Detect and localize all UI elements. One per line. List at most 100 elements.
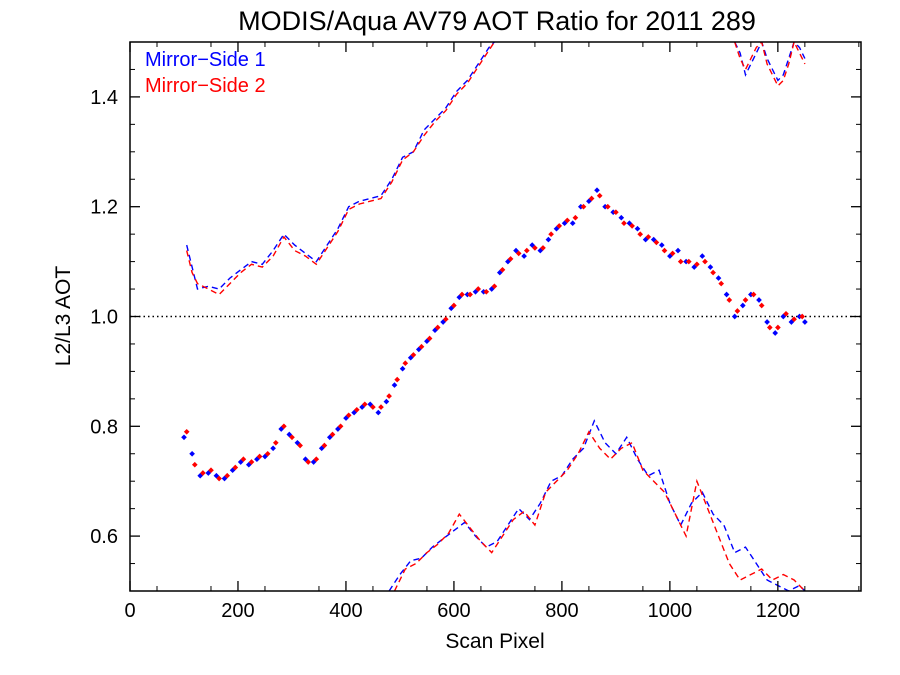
- data-point-series-2: [402, 360, 409, 367]
- data-point-series-2: [572, 214, 579, 221]
- data-point-series-1: [731, 313, 738, 320]
- data-point-series-2: [216, 475, 222, 482]
- data-point-series-2: [685, 258, 692, 265]
- data-point-series-1: [594, 187, 600, 194]
- data-point-series-1: [391, 382, 398, 388]
- data-point-series-2: [329, 431, 336, 438]
- data-point-series-2: [564, 217, 571, 224]
- data-point-series-2: [588, 195, 595, 202]
- x-tick-label: 600: [437, 600, 470, 622]
- envelope-line-6: [388, 419, 806, 591]
- data-point-series-2: [289, 434, 295, 441]
- data-point-series-2: [758, 302, 765, 309]
- x-tick-label: 0: [124, 600, 135, 622]
- data-point-series-2: [783, 310, 789, 317]
- envelope-line-3: [186, 42, 495, 296]
- data-point-series-2: [791, 316, 797, 323]
- data-point-series-2: [183, 428, 190, 435]
- data-point-series-2: [637, 231, 644, 238]
- data-point-series-2: [499, 266, 506, 273]
- y-tick-label: 0.6: [90, 526, 118, 548]
- data-point-series-2: [361, 401, 368, 408]
- data-point-series-2: [345, 412, 352, 419]
- data-point-series-2: [556, 223, 563, 229]
- data-point-series-2: [459, 291, 465, 298]
- data-point-series-2: [766, 324, 773, 331]
- data-point-series-2: [629, 223, 635, 229]
- legend-item-mirror-side-1: Mirror−Side 1: [145, 49, 266, 71]
- data-point-series-2: [540, 245, 546, 251]
- data-point-series-2: [718, 280, 725, 287]
- data-point-series-2: [200, 470, 206, 476]
- legend: Mirror−Side 1 Mirror−Side 2: [145, 49, 266, 97]
- data-point-series-2: [604, 203, 611, 210]
- envelope-line-7: [393, 430, 806, 591]
- data-point-series-2: [710, 269, 716, 276]
- chart-title: MODIS/Aqua AV79 AOT Ratio for 2011 289: [238, 6, 756, 36]
- data-point-series-2: [281, 423, 287, 430]
- y-axis-label: L2/L3 AOT: [52, 266, 75, 367]
- data-point-series-1: [675, 247, 681, 254]
- y-tick-label: 1.4: [90, 87, 118, 109]
- data-point-series-2: [272, 439, 279, 446]
- x-tick-label: 200: [221, 600, 254, 622]
- y-tick-label: 1.0: [90, 307, 118, 329]
- ticks-layer: 0 200 400 600 800 1000 1200 0.6 0.8 1.0 1.2 1.4: [90, 41, 861, 622]
- data-point-series-2: [434, 324, 441, 331]
- data-point-series-2: [548, 231, 554, 238]
- data-point-series-2: [297, 442, 303, 449]
- data-point-series-2: [410, 352, 417, 358]
- data-point-series-2: [694, 261, 700, 268]
- data-point-series-1: [756, 297, 762, 303]
- data-point-series-2: [702, 258, 708, 265]
- data-point-series-2: [726, 297, 733, 303]
- data-point-series-2: [378, 404, 384, 410]
- data-point-series-2: [799, 313, 806, 320]
- data-point-series-2: [532, 245, 538, 251]
- data-point-series-2: [337, 423, 344, 430]
- data-point-series-2: [305, 459, 312, 465]
- data-point-series-1: [739, 302, 746, 309]
- data-point-series-2: [208, 467, 214, 474]
- data-point-series-2: [475, 286, 482, 292]
- data-point-series-2: [742, 297, 749, 303]
- data-point-series-1: [802, 319, 808, 325]
- data-point-series-2: [491, 283, 498, 290]
- data-point-series-2: [661, 247, 668, 254]
- data-point-series-2: [418, 343, 425, 350]
- envelope-line-5: [734, 42, 806, 88]
- data-point-series-2: [370, 404, 376, 410]
- x-tick-label: 1200: [756, 600, 801, 622]
- data-point-series-2: [264, 450, 271, 457]
- data-point-series-2: [515, 250, 522, 257]
- data-point-series-1: [699, 253, 706, 259]
- data-point-series-2: [313, 456, 320, 463]
- data-point-series-2: [613, 209, 619, 216]
- data-point-series-2: [451, 302, 457, 309]
- data-point-series-1: [375, 409, 382, 416]
- data-point-series-1: [545, 236, 552, 243]
- legend-item-mirror-side-2: Mirror−Side 2: [145, 75, 266, 97]
- data-point-series-2: [653, 239, 660, 246]
- envelope-line-4: [734, 42, 806, 82]
- data-point-series-2: [596, 192, 603, 199]
- data-point-series-1: [383, 398, 390, 405]
- data-point-series-1: [715, 275, 722, 281]
- data-point-series-1: [634, 225, 641, 232]
- data-point-series-1: [399, 365, 406, 372]
- data-point-series-1: [181, 434, 187, 441]
- y-tick-label: 0.8: [90, 416, 118, 438]
- data-point-series-2: [191, 461, 198, 468]
- x-axis-label: Scan Pixel: [445, 630, 544, 653]
- data-point-series-2: [523, 247, 530, 254]
- data-point-series-2: [734, 308, 741, 314]
- data-point-series-2: [442, 316, 449, 323]
- data-point-series-1: [521, 253, 527, 259]
- x-tick-label: 800: [545, 600, 578, 622]
- data-point-series-2: [507, 256, 514, 262]
- data-point-series-2: [248, 459, 255, 465]
- y-tick-label: 1.2: [90, 197, 118, 219]
- envelope-line-2: [186, 42, 495, 290]
- data-point-series-1: [723, 291, 730, 298]
